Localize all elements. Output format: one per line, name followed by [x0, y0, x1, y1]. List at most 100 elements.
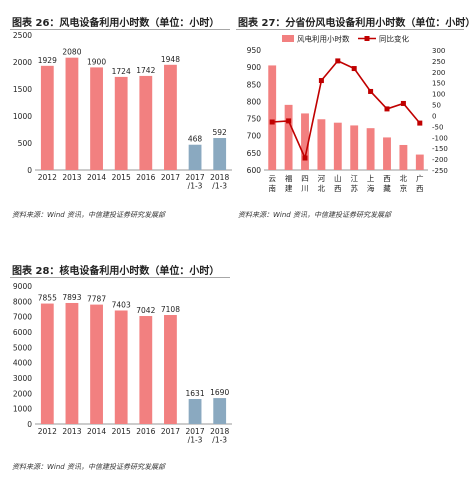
x-tick-label: 2014: [87, 173, 106, 182]
bar: [65, 57, 79, 170]
right-y-tick-label: 250: [432, 58, 445, 66]
left-y-tick-label: 750: [247, 115, 262, 124]
bar: [383, 137, 391, 170]
y-tick-label: 2000: [13, 58, 32, 67]
right-y-tick-label: -150: [432, 145, 448, 153]
right-y-tick-label: 50: [432, 102, 441, 110]
right-y-tick-label: 200: [432, 69, 445, 77]
x-tick-label: 2016: [136, 427, 155, 436]
left-y-tick-label: 800: [247, 97, 262, 106]
figure-28-title: 图表 28：核电设备利用小时数（单位：小时）: [12, 266, 220, 277]
bar-value-label: 7403: [112, 300, 131, 309]
x-tick-label: 2015: [112, 427, 131, 436]
bar: [40, 303, 54, 424]
legend-bar-swatch: [282, 35, 294, 42]
yoy-change-marker: [269, 119, 275, 125]
bar-value-label: 1742: [136, 66, 155, 75]
bar-value-label: 1724: [112, 67, 131, 76]
bar: [65, 302, 79, 424]
x-tick-label: 2014: [87, 427, 106, 436]
bar: [164, 315, 177, 424]
x-tick-label: 2012: [38, 173, 57, 182]
x-tick-label-line2: 南: [268, 183, 276, 193]
bar: [366, 128, 375, 170]
bar-value-label: 1900: [87, 57, 106, 66]
bar: [188, 144, 202, 170]
bar: [114, 76, 128, 170]
x-tick-label-line1: 云: [268, 174, 276, 183]
legend-bar-label: 风电利用小时数: [297, 34, 350, 44]
bar-value-label: 592: [213, 128, 228, 137]
x-tick-label-line2: 京: [400, 183, 408, 193]
right-y-tick-label: -100: [432, 134, 448, 142]
bar-value-label: 1929: [38, 56, 57, 65]
left-y-tick-label: 600: [247, 166, 262, 175]
nuclear-utilization-hours-chart: 0 1000 2000 3000 4000 5000 6000 7000 8000 9000 785…: [13, 282, 232, 445]
legend-line-marker: [364, 36, 370, 41]
yoy-change-marker: [351, 66, 357, 72]
right-y-tick-label: 0: [432, 112, 436, 120]
bar: [268, 65, 277, 170]
x-tick-label-line1: 广: [416, 173, 424, 183]
bar: [399, 144, 408, 170]
yoy-change-marker: [384, 106, 390, 112]
left-y-tick-label: 850: [247, 80, 262, 89]
y-tick-label: 4000: [13, 359, 32, 368]
bar-value-label: 1690: [210, 388, 229, 397]
yoy-change-marker: [368, 88, 374, 94]
x-tick-label: 2017/1-3: [186, 427, 205, 445]
y-tick-label: 0: [27, 420, 32, 429]
bar: [301, 113, 309, 170]
bar-value-label: 7042: [136, 306, 155, 315]
bar: [350, 125, 359, 170]
x-tick-label: 2013: [62, 173, 81, 182]
x-tick-label-line2: 苏: [350, 183, 358, 193]
x-tick-label: 2018/1-3: [210, 427, 229, 445]
y-tick-label: 3000: [13, 374, 32, 383]
figure-28-source: 资料来源：Wind 资讯，中信建投证券研究发展部: [12, 463, 165, 471]
bar: [213, 138, 227, 170]
bar: [188, 398, 202, 424]
x-tick-label: 2018/1-3: [210, 173, 229, 191]
bar: [164, 64, 177, 170]
y-tick-label: 1000: [13, 405, 32, 414]
left-y-tick-label: 700: [247, 132, 262, 141]
y-tick-label: 6000: [13, 328, 32, 337]
right-y-tick-label: 300: [432, 47, 445, 55]
x-tick-label-line1: 四: [301, 174, 309, 183]
right-y-tick-label: -50: [432, 123, 443, 131]
right-y-tick-label: 100: [432, 91, 445, 99]
right-y-tick-label: -250: [432, 167, 448, 175]
right-y-tick-label: -200: [432, 156, 448, 164]
x-tick-label-line2: 建: [285, 183, 293, 193]
x-tick-label-line1: 福: [285, 174, 293, 183]
bar: [415, 154, 424, 170]
bar-value-label: 1631: [186, 389, 205, 398]
x-tick-label-line1: 西: [383, 174, 391, 183]
x-tick-label-line2: 西: [416, 184, 424, 193]
y-tick-label: 2000: [13, 389, 32, 398]
figure-27-title: 图表 27：分省份风电设备利用小时数（单位：小时）: [238, 18, 474, 29]
bar-value-label: 7855: [38, 294, 57, 303]
y-tick-label: 2500: [13, 31, 32, 40]
wind-utilization-hours-chart: 0 500 1000 1500 2000 2500 1929 2012 2080 2013 1900…: [13, 31, 232, 191]
y-tick-label: 500: [18, 139, 33, 148]
bar-value-label: 7108: [161, 305, 180, 314]
x-tick-label-line1: 河: [318, 174, 326, 183]
right-y-tick-label: 150: [432, 80, 445, 88]
bar-value-label: 7893: [62, 293, 81, 302]
x-tick-label-line2: 川: [301, 184, 309, 193]
x-tick-label: 2017: [161, 427, 180, 436]
bar: [139, 316, 153, 424]
figure-27-title-rule: [236, 29, 464, 30]
left-y-tick-label: 900: [247, 63, 262, 72]
figure-27-source: 资料来源：Wind 资讯，中信建投证券研究发展部: [238, 211, 391, 219]
x-tick-label: 2012: [38, 427, 57, 436]
figure-26-title: 图表 26：风电设备利用小时数（单位：小时）: [12, 18, 220, 29]
bar: [114, 310, 128, 424]
x-tick-label-line2: 西: [334, 184, 342, 193]
bar-value-label: 468: [188, 135, 203, 144]
x-tick-label: 2017/1-3: [186, 173, 205, 191]
yoy-change-marker: [318, 78, 324, 84]
x-tick-label-line2: 藏: [383, 183, 391, 193]
